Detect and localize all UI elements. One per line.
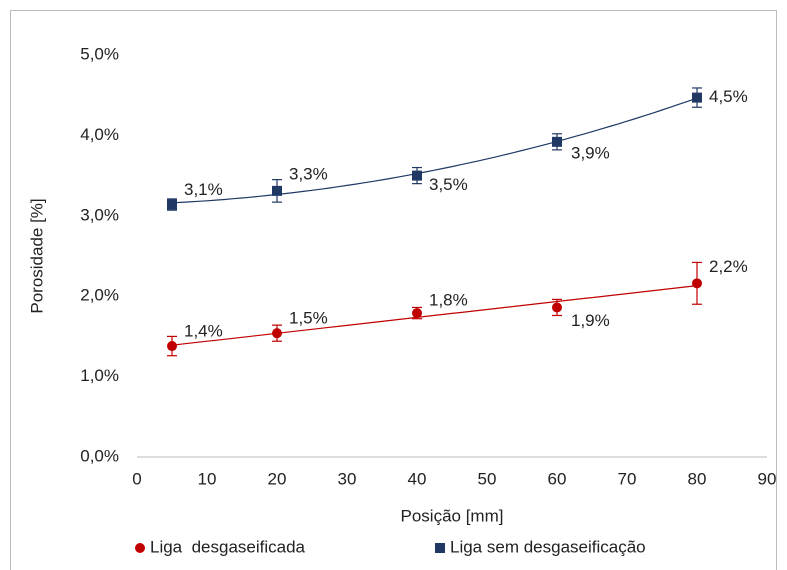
marker — [552, 136, 562, 147]
data-label: 1,4% — [184, 322, 223, 341]
x-tick-label: 0 — [132, 469, 141, 488]
y-tick-label: 1,0% — [80, 366, 119, 385]
data-label: 4,5% — [709, 87, 748, 106]
marker — [272, 185, 282, 196]
data-label: 3,5% — [429, 175, 468, 194]
marker — [552, 302, 562, 313]
legend-marker — [135, 543, 145, 553]
marker — [272, 328, 282, 339]
marker — [692, 278, 702, 289]
y-tick-label: 5,0% — [80, 44, 119, 63]
data-label: 3,3% — [289, 164, 328, 183]
x-tick-label: 80 — [688, 469, 707, 488]
marker — [167, 341, 177, 352]
data-label: 3,9% — [571, 143, 610, 162]
marker — [412, 308, 422, 319]
y-tick-label: 4,0% — [80, 125, 119, 144]
trendline — [171, 285, 698, 346]
data-label: 1,8% — [429, 291, 468, 310]
y-tick-label: 2,0% — [80, 286, 119, 305]
data-label: 2,2% — [709, 257, 748, 276]
x-tick-label: 20 — [268, 469, 287, 488]
trendline — [171, 97, 698, 204]
y-tick-label: 3,0% — [80, 205, 119, 224]
x-tick-label: 30 — [338, 469, 357, 488]
legend-label: Liga sem desgaseificação — [450, 537, 646, 556]
x-tick-label: 40 — [408, 469, 427, 488]
marker — [692, 92, 702, 103]
x-tick-label: 70 — [618, 469, 637, 488]
x-tick-label: 60 — [548, 469, 567, 488]
marker — [167, 199, 177, 210]
data-label: 1,9% — [571, 311, 610, 330]
data-label: 1,5% — [289, 309, 328, 328]
y-tick-label: 0,0% — [80, 446, 119, 465]
y-axis-title: Porosidade [%] — [27, 198, 46, 313]
chart-frame — [10, 10, 777, 570]
x-tick-label: 50 — [478, 469, 497, 488]
data-label: 3,1% — [184, 180, 223, 199]
x-tick-label: 90 — [758, 469, 777, 488]
x-tick-label: 10 — [198, 469, 217, 488]
marker — [412, 170, 422, 181]
x-axis-title: Posição [mm] — [401, 506, 504, 525]
legend-label: Liga desgaseificada — [150, 537, 306, 556]
legend-marker — [435, 543, 445, 553]
